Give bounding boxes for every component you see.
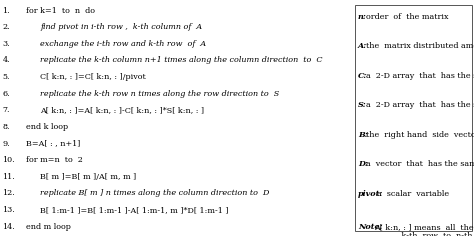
Text: a  2-D array  that  has the same  shape  as  A: a 2-D array that has the same shape as A xyxy=(366,101,474,109)
Text: D:: D: xyxy=(358,160,368,168)
Text: for m=n  to  2: for m=n to 2 xyxy=(26,156,83,164)
Text: C:: C: xyxy=(358,72,367,80)
Text: order  of  the matrix: order of the matrix xyxy=(366,13,448,21)
Text: 13.: 13. xyxy=(2,206,15,214)
Text: a  vector  that  has the same  shape  as  B: a vector that has the same shape as B xyxy=(366,160,474,168)
Text: Note:: Note: xyxy=(358,223,383,231)
Text: a  2-D array  that  has the same  shape  as  A: a 2-D array that has the same shape as A xyxy=(366,72,474,80)
FancyBboxPatch shape xyxy=(355,5,472,231)
Text: 7.: 7. xyxy=(2,106,10,114)
Text: n:: n: xyxy=(358,13,367,21)
Text: end k loop: end k loop xyxy=(26,123,68,131)
Text: end m loop: end m loop xyxy=(26,223,71,231)
Text: S:: S: xyxy=(358,101,366,109)
Text: 4.: 4. xyxy=(2,56,10,64)
Text: replicate the k-th row n times along the row direction to  S: replicate the k-th row n times along the… xyxy=(40,90,280,98)
Text: exchange the i-th row and k-th row  of  A: exchange the i-th row and k-th row of A xyxy=(40,40,206,48)
Text: A:: A: xyxy=(358,42,367,50)
Text: the  right hand  side  vector: the right hand side vector xyxy=(366,131,474,139)
Text: 11.: 11. xyxy=(2,173,15,181)
Text: pivot:: pivot: xyxy=(358,190,383,198)
Text: A[ k:n, : ]=A[ k:n, : ]-C[ k:n, : ]*S[ k:n, : ]: A[ k:n, : ]=A[ k:n, : ]-C[ k:n, : ]*S[ k… xyxy=(40,106,204,114)
Text: 5.: 5. xyxy=(2,73,10,81)
Text: B:: B: xyxy=(358,131,368,139)
Text: a  scalar  variable: a scalar variable xyxy=(377,190,449,198)
Text: replicate the k-th column n+1 times along the column direction  to  C: replicate the k-th column n+1 times alon… xyxy=(40,56,323,64)
Text: 14.: 14. xyxy=(2,223,15,231)
Text: 1.: 1. xyxy=(2,7,10,15)
Text: 6.: 6. xyxy=(2,90,10,98)
Text: 9.: 9. xyxy=(2,139,10,148)
Text: find pivot in i-th row ,  k-th column of  A: find pivot in i-th row , k-th column of … xyxy=(40,23,202,31)
Text: 3.: 3. xyxy=(2,40,10,48)
Text: 2.: 2. xyxy=(2,23,10,31)
Text: the  matrix distributed among processors: the matrix distributed among processors xyxy=(366,42,474,50)
Text: 12.: 12. xyxy=(2,189,15,197)
Text: 10.: 10. xyxy=(2,156,15,164)
Text: B[ 1:m-1 ]=B[ 1:m-1 ]-A[ 1:m-1, m ]*D[ 1:m-1 ]: B[ 1:m-1 ]=B[ 1:m-1 ]-A[ 1:m-1, m ]*D[ 1… xyxy=(40,206,229,214)
Text: 8.: 8. xyxy=(2,123,10,131)
Text: B[ m ]=B[ m ]/A[ m, m ]: B[ m ]=B[ m ]/A[ m, m ] xyxy=(40,173,137,181)
Text: C[ k:n, : ]=C[ k:n, : ]/pivot: C[ k:n, : ]=C[ k:n, : ]/pivot xyxy=(40,73,146,81)
Text: for k=1  to  n  do: for k=1 to n do xyxy=(26,7,95,15)
Text: B=A[ : , n+1]: B=A[ : , n+1] xyxy=(26,139,81,148)
Text: A[ k:n, : ] means  all  the  elements  from
           k-th  row  to  n-th  row : A[ k:n, : ] means all the elements from … xyxy=(374,223,474,236)
Text: replicate B[ m ] n times along the column direction to  D: replicate B[ m ] n times along the colum… xyxy=(40,189,270,197)
